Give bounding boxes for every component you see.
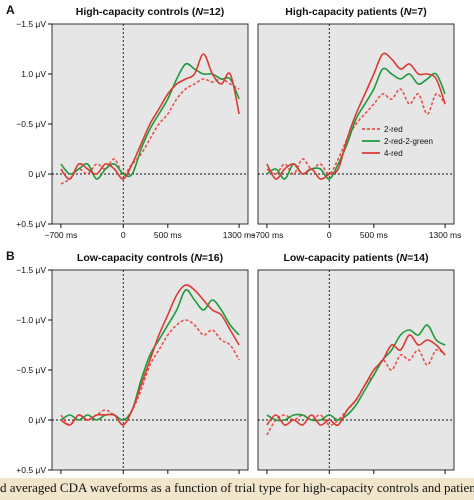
x-tick-label: 0 xyxy=(121,230,126,240)
y-tick-label: +0.5 μV xyxy=(16,465,46,475)
x-tick-label: 0 xyxy=(327,476,332,478)
legend-label-3: 4-red xyxy=(384,149,403,158)
panel-1: −700 ms 0 500 ms 1300 ms −1.5 μV 1.0 μV −0.5 μ… xyxy=(6,3,255,240)
series-line-3 xyxy=(60,284,240,426)
panel-title: High-capacity patients (N=7) xyxy=(285,6,427,18)
panel-title-suffix: =7) xyxy=(411,6,426,18)
panel-title: Low-capacity patients (N=14) xyxy=(283,252,428,264)
y-tick-label: 0 μV xyxy=(28,169,46,179)
x-tick-label: 1300 ms xyxy=(429,230,462,240)
series-line-3 xyxy=(60,53,240,180)
series-line-3 xyxy=(266,334,446,427)
panel-title-n: N xyxy=(194,252,202,264)
panel-title-n: N xyxy=(404,6,412,18)
panel-2: −700 ms 0 500 ms 1300 ms High-capacity patie… xyxy=(250,6,461,240)
cda-waveform-figure: −700 ms 0 500 ms 1300 ms −1.5 μV 1.0 μV −0.5 μ… xyxy=(6,3,461,478)
y-tick-label: −1.0 μV xyxy=(16,315,46,325)
y-tick-label: −0.5 μV xyxy=(16,119,46,129)
legend-label-2: 2-red-2-green xyxy=(384,137,433,146)
x-tick-label: −700 ms xyxy=(250,230,283,240)
series-line-2 xyxy=(60,289,240,421)
y-tick-label: −0.5 μV xyxy=(16,365,46,375)
panel-background xyxy=(257,269,455,471)
panel-title-prefix: Low-capacity patients ( xyxy=(283,252,400,264)
y-tick-label: −1.5 μV xyxy=(16,265,46,275)
x-tick-label: 1300 ms xyxy=(429,476,462,478)
panel-title-suffix: =12) xyxy=(203,6,224,18)
series-line-2 xyxy=(266,324,446,422)
panel-title-prefix: Low-capacity controls ( xyxy=(77,252,195,264)
row-label: A xyxy=(6,3,15,17)
x-tick-label: 500 ms xyxy=(154,230,182,240)
x-tick-label: 500 ms xyxy=(154,476,182,478)
panel-title-n: N xyxy=(400,252,408,264)
legend: 2-red 2-red-2-green 4-red xyxy=(362,125,433,158)
x-tick-label: −700 ms xyxy=(44,476,77,478)
panel-title: Low-capacity controls (N=16) xyxy=(77,252,223,264)
panel-title-suffix: =16) xyxy=(202,252,223,264)
panel-title-n: N xyxy=(195,6,203,18)
panel-4: −700 ms 0 500 ms 1300 ms Low-capacity patien… xyxy=(250,252,461,478)
legend-label-1: 2-red xyxy=(384,125,403,134)
panel-title-prefix: High-capacity patients ( xyxy=(285,6,404,18)
x-tick-label: −700 ms xyxy=(44,230,77,240)
x-tick-label: 1300 ms xyxy=(223,230,256,240)
panel-3: −700 ms 0 500 ms 1300 ms −1.5 μV −1.0 μV −0.5 … xyxy=(6,249,255,478)
series-line-2 xyxy=(60,62,240,180)
y-tick-label: +0.5 μV xyxy=(16,219,46,229)
x-tick-label: 1300 ms xyxy=(223,476,256,478)
panel-background xyxy=(51,269,249,471)
x-tick-label: 500 ms xyxy=(360,476,388,478)
y-tick-label: 1.0 μV xyxy=(21,69,46,79)
x-tick-label: 500 ms xyxy=(360,230,388,240)
panel-title: High-capacity controls (N=12) xyxy=(76,6,225,18)
x-tick-label: 0 xyxy=(121,476,126,478)
y-tick-label: −1.5 μV xyxy=(16,19,46,29)
y-tick-label: 0 μV xyxy=(28,415,46,425)
series-line-3 xyxy=(266,52,446,180)
series-line-1 xyxy=(266,88,446,175)
row-label: B xyxy=(6,249,15,263)
x-tick-label: −700 ms xyxy=(250,476,283,478)
panel-title-suffix: =14) xyxy=(407,252,428,264)
figure-caption: d averaged CDA waveforms as a function o… xyxy=(0,478,474,500)
caption-text: d averaged CDA waveforms as a function o… xyxy=(0,480,474,495)
x-tick-label: 0 xyxy=(327,230,332,240)
panel-title-prefix: High-capacity controls ( xyxy=(76,6,196,18)
